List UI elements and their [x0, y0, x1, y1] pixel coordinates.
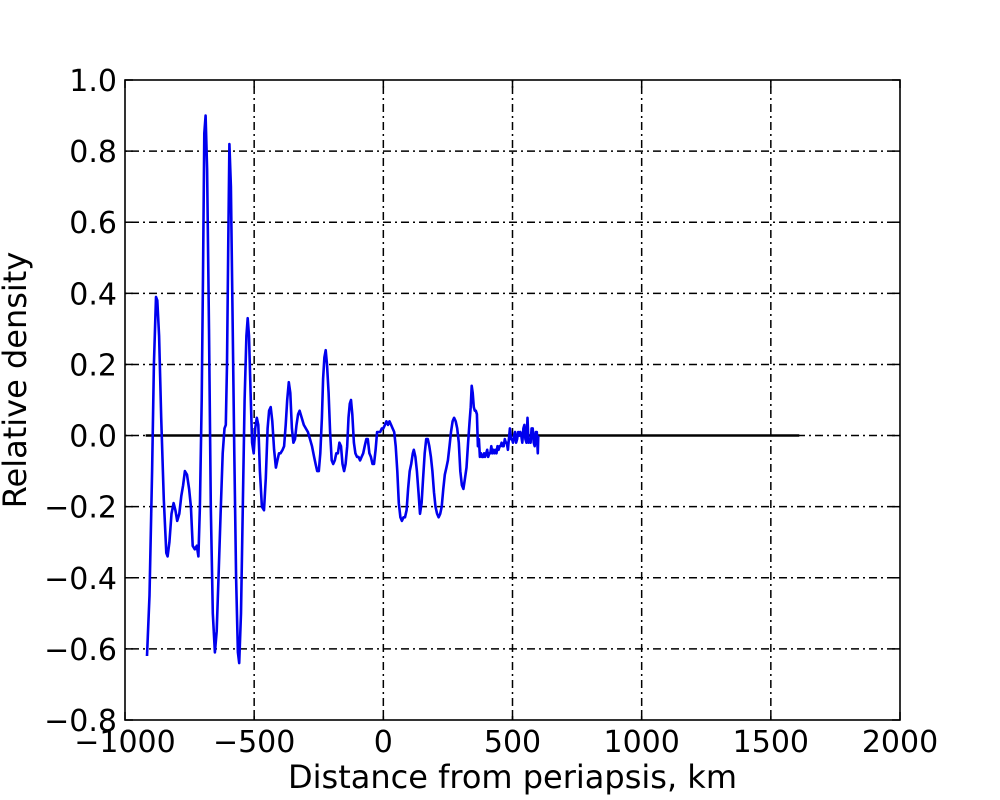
y-tick-label: 0.6: [69, 206, 117, 241]
y-tick-label: −0.6: [44, 633, 117, 668]
x-tick-label: 1500: [733, 725, 809, 760]
y-tick-label: 0.8: [69, 135, 117, 170]
x-tick-label: 1000: [603, 725, 679, 760]
y-tick-label: 1.0: [69, 64, 117, 99]
y-tick-label: 0.2: [69, 348, 117, 383]
series-layer: [145, 114, 540, 665]
x-tick-label: 2000: [862, 725, 938, 760]
plot-frame: [124, 79, 901, 721]
x-tick-label: 500: [484, 725, 541, 760]
y-tick-label: −0.2: [44, 491, 117, 526]
y-tick-label: −0.8: [44, 704, 117, 739]
y-axis-title: Relative density: [0, 252, 34, 509]
x-axis-title: Distance from periapsis, km: [288, 758, 737, 796]
y-tick-label: 0.0: [69, 420, 117, 455]
x-tick-label: −1000: [74, 725, 175, 760]
x-tick-label: 0: [374, 725, 393, 760]
y-tick-labels: −0.8 −0.6 −0.4 −0.2 0.0 0.2 0.4 0.6 0.8 1.0: [44, 64, 117, 739]
y-tick-label: −0.4: [44, 562, 117, 597]
x-tick-labels: −1000 −500 0 500 1000 1500 2000: [74, 725, 938, 760]
density-series-line: [145, 114, 540, 665]
x-tick-label: −500: [213, 725, 295, 760]
y-tick-label: 0.4: [69, 277, 117, 312]
